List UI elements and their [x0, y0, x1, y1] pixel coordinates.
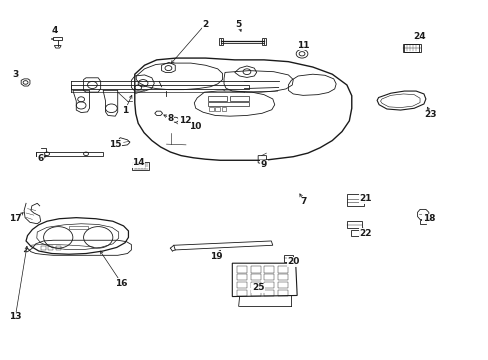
Text: 10: 10 [188, 122, 201, 131]
Text: 9: 9 [260, 161, 266, 170]
Text: 19: 19 [209, 252, 222, 261]
Text: 25: 25 [251, 283, 264, 292]
Text: 16: 16 [115, 279, 127, 288]
Text: 18: 18 [422, 214, 434, 223]
Text: 1: 1 [122, 105, 128, 114]
Text: 3: 3 [12, 70, 19, 79]
Text: 13: 13 [9, 312, 21, 321]
Text: 2: 2 [202, 19, 208, 28]
Text: 14: 14 [132, 158, 144, 167]
Text: 21: 21 [359, 194, 371, 203]
Text: 6: 6 [38, 154, 44, 163]
Text: 5: 5 [235, 19, 241, 28]
Text: 22: 22 [359, 229, 371, 238]
Text: 11: 11 [296, 41, 308, 50]
Text: 24: 24 [412, 32, 425, 41]
Text: 23: 23 [424, 110, 436, 119]
Text: 7: 7 [300, 197, 306, 206]
Text: 17: 17 [9, 214, 21, 223]
Text: 15: 15 [109, 140, 122, 149]
Text: 8: 8 [167, 114, 173, 123]
Text: 4: 4 [51, 26, 58, 35]
Text: 20: 20 [286, 257, 299, 266]
Text: 12: 12 [179, 116, 191, 125]
